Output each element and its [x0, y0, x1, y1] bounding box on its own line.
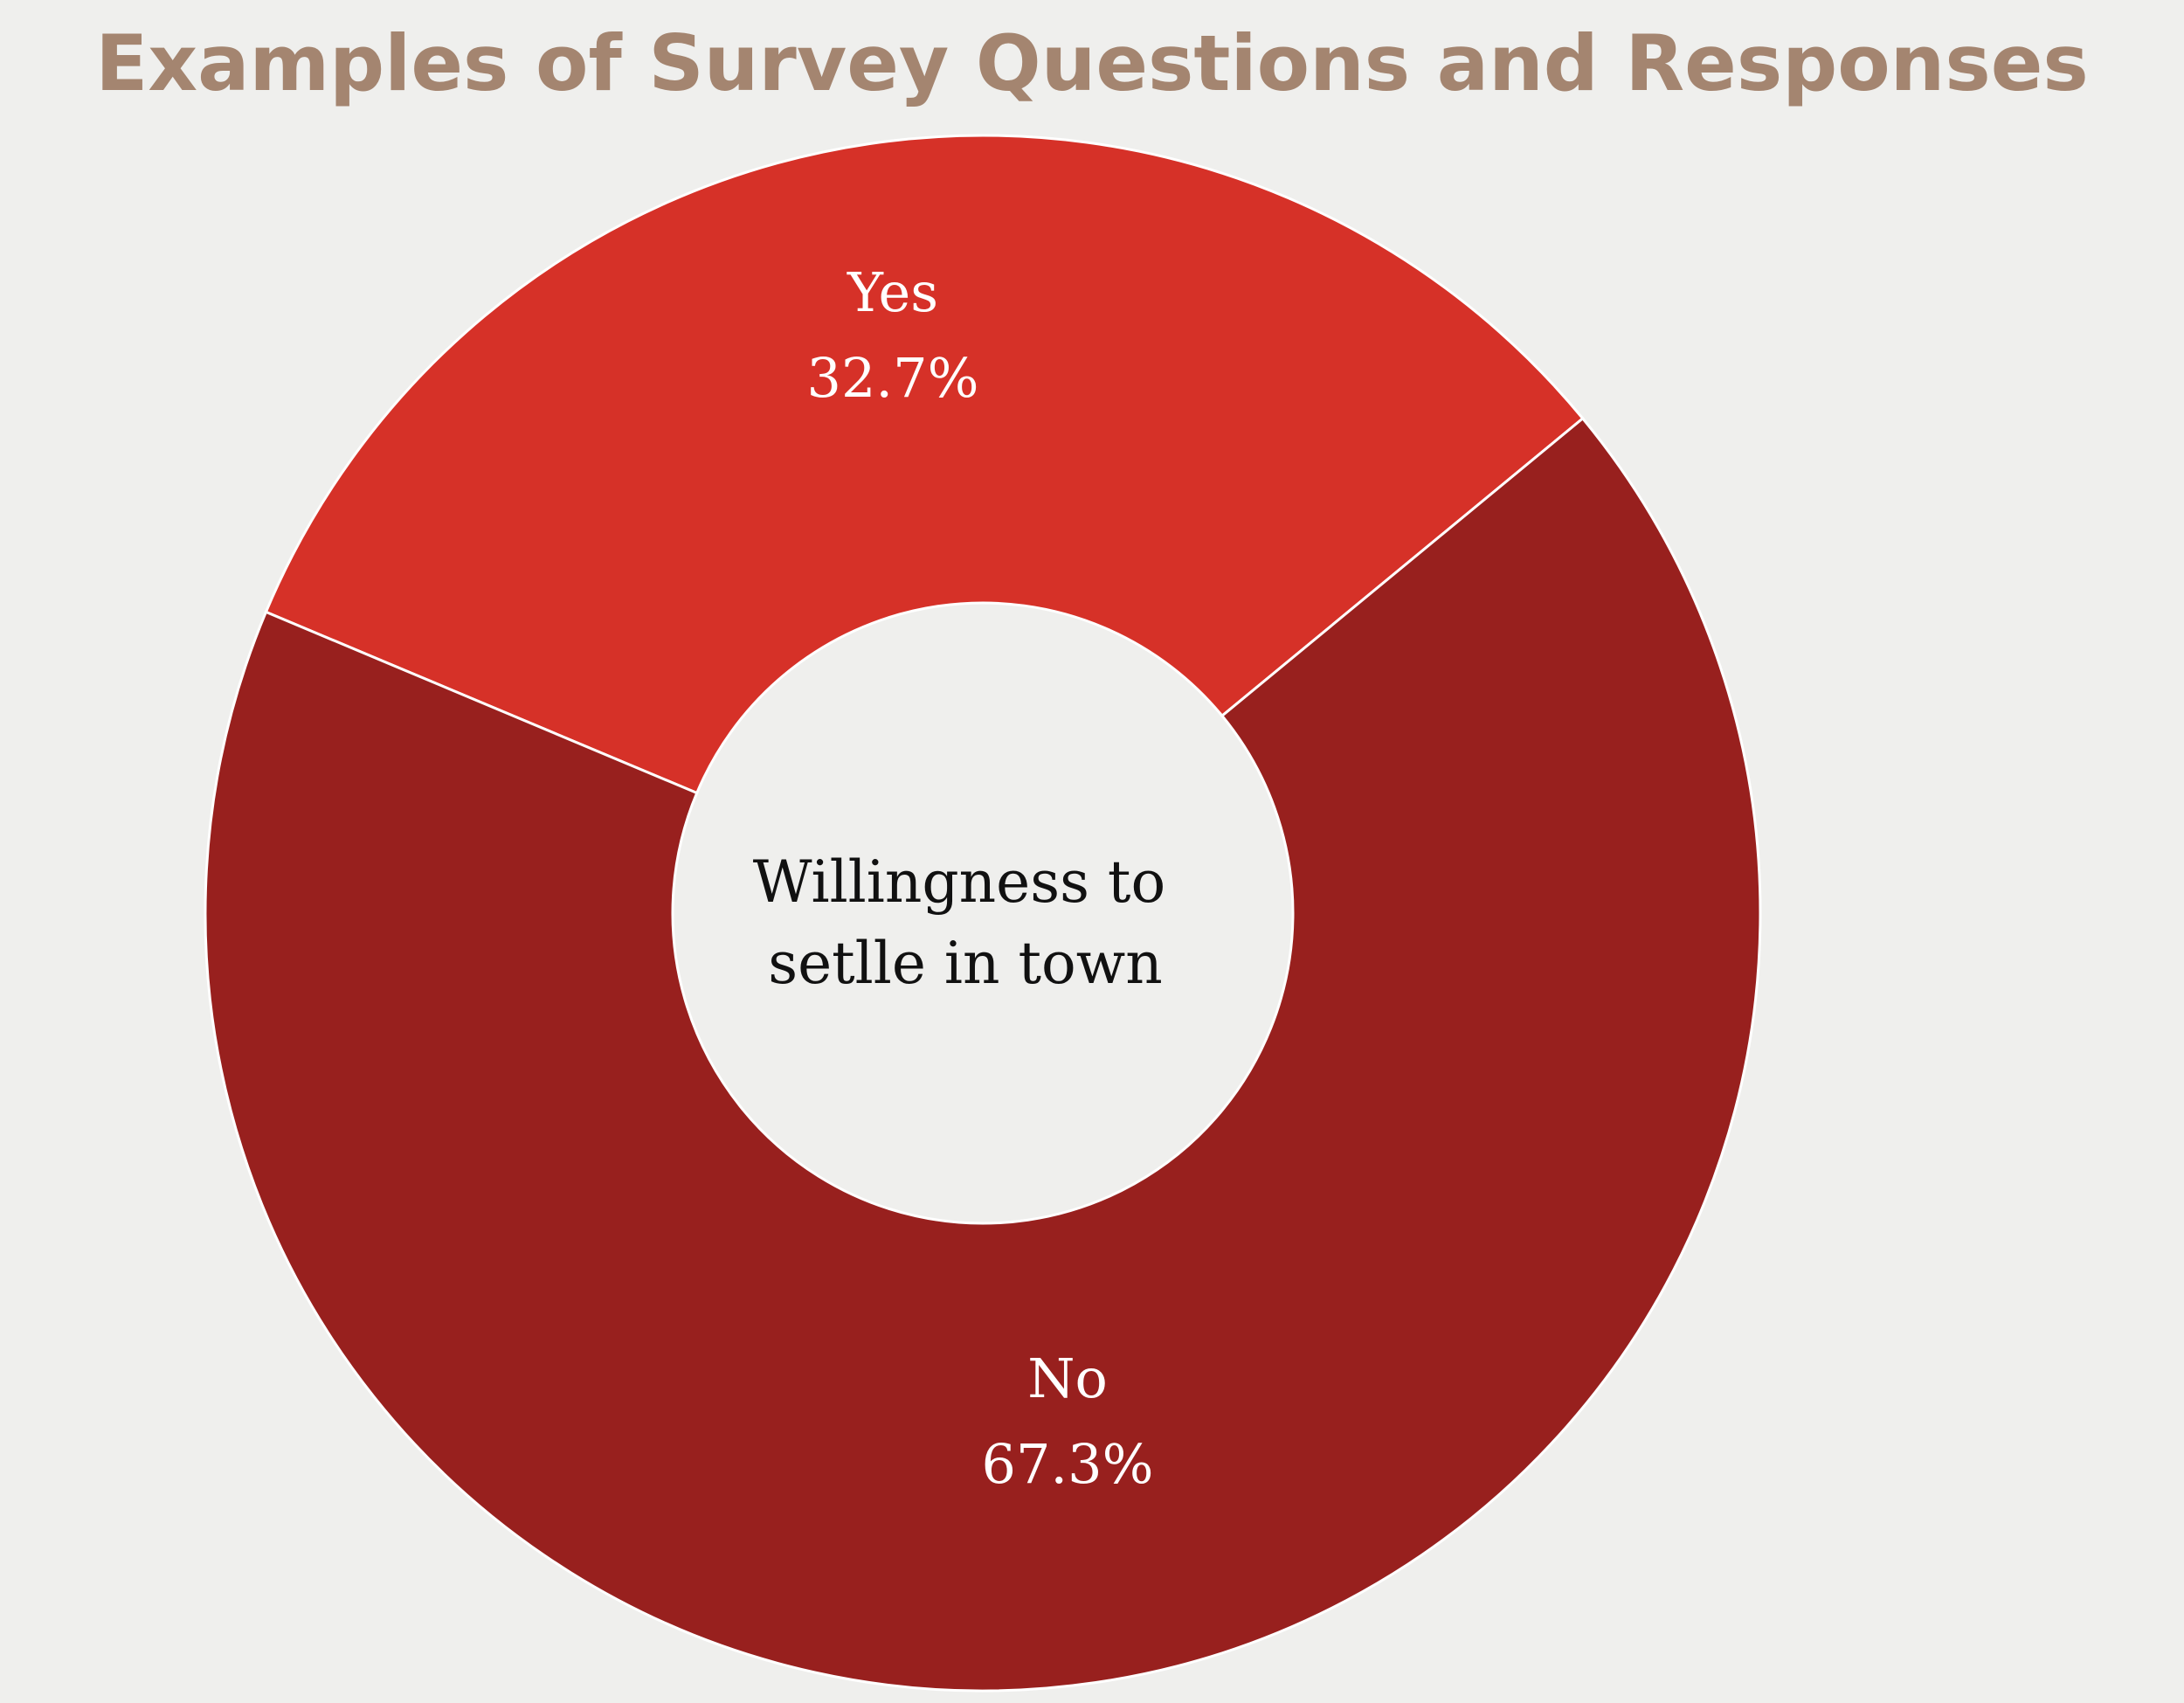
slice-label-no: No — [1027, 1346, 1108, 1410]
center-label-line-2: setlle in town — [768, 930, 1163, 997]
slice-labels: Yes 32.7% No 67.3% — [807, 260, 1154, 1496]
slice-no — [204, 416, 1762, 1693]
slice-value-no: 67.3% — [982, 1432, 1154, 1496]
chart-title: Examples of Survey Questions and Respons… — [95, 18, 2089, 108]
center-label-line-1: Willingness to — [753, 848, 1165, 916]
slice-label-yes: Yes — [847, 260, 938, 324]
donut-slices — [204, 134, 1762, 1693]
slice-value-yes: 32.7% — [807, 346, 979, 410]
slice-yes — [264, 134, 1585, 795]
